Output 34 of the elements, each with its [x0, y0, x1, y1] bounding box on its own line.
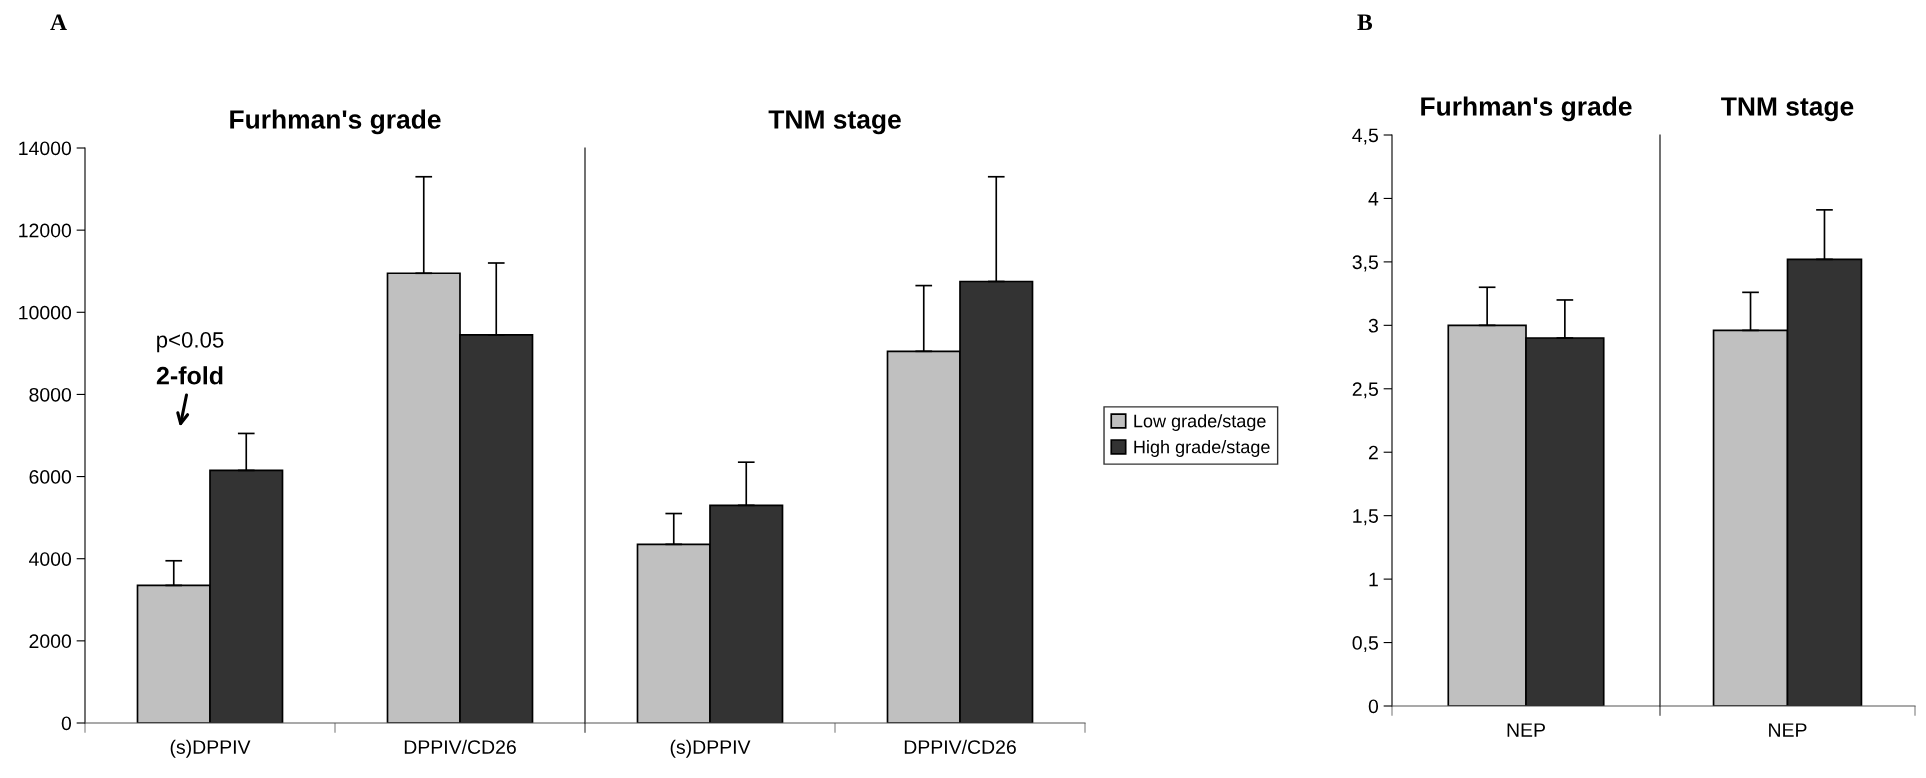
- legend-label: Low grade/stage: [1134, 414, 1266, 431]
- y-tick-label: 2: [1368, 445, 1378, 460]
- x-tick-label: NEP: [1769, 723, 1807, 737]
- x-tick-label: NEP: [1507, 723, 1545, 737]
- annotation: 2-fold: [156, 366, 223, 385]
- text: B: [1357, 14, 1373, 31]
- y-tick-label: 6000: [29, 470, 72, 484]
- y-tick-label: 3,5: [1352, 255, 1378, 272]
- y-tick-label: 3: [1368, 318, 1378, 333]
- x-tick-label: (s)DPPIV: [170, 739, 251, 758]
- y-tick-label: 10000: [19, 305, 72, 320]
- y-tick-label: 4: [1368, 192, 1379, 206]
- y-tick-label: 4000: [29, 552, 72, 566]
- x-tick-label: (s)DPPIV: [670, 739, 751, 758]
- y-tick-label: 8000: [29, 387, 72, 402]
- y-tick-label: 0: [1368, 699, 1379, 714]
- chart-title: Furhman's grade: [230, 109, 441, 135]
- y-tick-label: 14000: [19, 141, 72, 156]
- legend-label: High grade/stage: [1134, 440, 1270, 457]
- x-tick-label: DPPIV/CD26: [904, 739, 1016, 754]
- y-tick-label: 4,5: [1352, 128, 1378, 145]
- y-tick-label: 1: [1369, 572, 1378, 587]
- y-tick-label: 0: [61, 716, 72, 731]
- text: A: [50, 14, 67, 30]
- y-tick-label: 12000: [19, 223, 72, 238]
- chart-title: Furhman's grade: [1421, 96, 1632, 122]
- y-tick-label: 0,5: [1352, 636, 1378, 653]
- annotation: p<0.05: [157, 332, 224, 353]
- y-tick-label: 1,5: [1353, 509, 1378, 526]
- x-tick-label: DPPIV/CD26: [404, 739, 516, 754]
- chart-title: TNM stage: [768, 110, 901, 135]
- y-tick-label: 2000: [29, 634, 72, 649]
- chart-title: TNM stage: [1721, 97, 1854, 122]
- y-tick-label: 2,5: [1352, 382, 1378, 399]
